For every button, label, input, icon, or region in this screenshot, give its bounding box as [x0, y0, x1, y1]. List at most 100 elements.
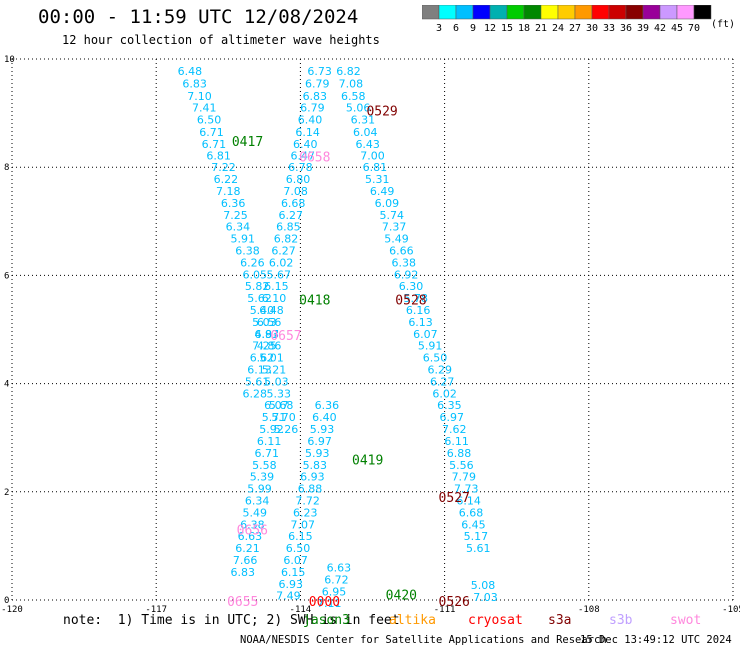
pass-time-label: 0657	[270, 329, 301, 344]
wave-height-value: 7.07	[291, 518, 316, 531]
wave-height-value: 5.03	[252, 316, 277, 329]
wave-height-value: 6.71	[199, 126, 224, 139]
wave-height-value: 5.71	[262, 411, 287, 424]
wave-height-value: 6.50	[423, 352, 448, 365]
x-tick-label: -105	[722, 605, 740, 615]
color-scale-label: 6	[453, 23, 459, 34]
pass-time-label: 0655	[227, 595, 258, 610]
wave-height-value: 6.50	[197, 114, 222, 127]
wave-height-value: 5.21	[262, 364, 287, 377]
wave-height-value: 6.81	[363, 161, 388, 174]
wave-height-value: 6.02	[269, 256, 294, 269]
wave-height-value: 6.07	[283, 554, 308, 567]
wave-height-value: 5.93	[310, 423, 335, 436]
color-scale-bar: 3 6 9 12 15 18 21 24 27 30 33 36 39 42 45 70	[422, 5, 712, 34]
wave-height-value: 5.68	[269, 399, 294, 412]
wave-height-value: 7.22	[211, 161, 236, 174]
wave-height-value: 6.27	[430, 375, 455, 388]
wave-height-value: 7.08	[283, 185, 308, 198]
wave-height-value: 6.82	[274, 233, 299, 246]
credit-text: NOAA/NESDIS Center for Satellite Applica…	[240, 634, 607, 646]
wave-height-value: 6.45	[461, 518, 486, 531]
wave-height-value: 6.38	[235, 245, 260, 258]
wave-height-value: 6.21	[235, 542, 260, 555]
wave-height-value: 5.78	[404, 292, 429, 305]
wave-height-value: 7.25	[252, 340, 277, 353]
wave-height-value: 4.97	[255, 328, 280, 341]
note-text: note: 1) Time is in UTC; 2) SWH is in fe…	[63, 613, 400, 628]
wave-height-value: 6.14	[456, 494, 481, 507]
color-scale-label: 3	[436, 23, 442, 34]
pass-time-label: 0527	[439, 491, 470, 506]
wave-height-value: 5.99	[247, 483, 272, 496]
wave-height-value: 6.11	[257, 435, 282, 448]
wave-height-value: 6.83	[230, 566, 255, 579]
wave-height-value: 5.62	[247, 292, 272, 305]
wave-height-value: 6.82	[336, 65, 361, 78]
pass-time-label: 0000	[309, 595, 340, 610]
x-tick-label: -117	[145, 605, 167, 615]
x-tick-label: -111	[434, 605, 456, 615]
wave-height-value: 6.27	[279, 209, 304, 222]
wave-height-value: 6.43	[355, 138, 380, 151]
wave-height-value: 5.49	[242, 506, 267, 519]
wave-height-value: 6.92	[394, 268, 419, 281]
wave-height-value: 5.39	[250, 471, 275, 484]
wave-height-value: 5.26	[274, 423, 299, 436]
wave-height-value: 6.56	[257, 316, 282, 329]
wave-height-value: 7.00	[360, 149, 385, 162]
wave-height-value: 5.91	[418, 340, 443, 353]
wave-height-value: 6.73	[307, 65, 332, 78]
wave-height-value: 6.88	[298, 483, 323, 496]
wave-height-value: 6.02	[432, 387, 457, 400]
wave-height-value: 5.83	[303, 459, 328, 472]
color-scale-label: 45	[671, 23, 683, 34]
wave-height-value: 6.13	[247, 364, 272, 377]
wave-height-value: 6.63	[327, 562, 352, 575]
wave-height-value: 6.81	[206, 149, 231, 162]
wave-height-value: 6.48	[178, 65, 203, 78]
y-tick-label: 2	[4, 488, 9, 498]
color-scale-label: 21	[535, 23, 547, 34]
color-scale-unit: (ft)	[711, 19, 736, 30]
wave-height-value: 6.34	[245, 494, 270, 507]
wave-height-value: 4.86	[257, 340, 282, 353]
wave-height-value: 5.93	[305, 447, 330, 460]
wave-height-value: 6.72	[324, 573, 349, 586]
wave-height-value: 6.26	[240, 256, 265, 269]
wave-height-value: 6.40	[298, 114, 323, 127]
wave-height-value: 6.10	[262, 292, 287, 305]
wave-height-value: 6.35	[437, 399, 462, 412]
wave-height-value: 6.16	[406, 304, 431, 317]
color-scale-label: 24	[552, 23, 564, 34]
wave-height-value: 6.13	[408, 316, 433, 329]
wave-height-value: 5.61	[466, 542, 491, 555]
wave-height-value: 5.01	[259, 352, 284, 365]
wave-height-value: 6.83	[303, 90, 328, 103]
wave-height-value: 6.47	[291, 149, 316, 162]
wave-height-value: 6.11	[444, 435, 469, 448]
wave-height-value: 6.80	[286, 173, 311, 186]
wave-height-value: 6.40	[293, 138, 318, 151]
color-scale-label: 9	[470, 23, 476, 34]
wave-height-value: 5.33	[267, 387, 292, 400]
wave-height-value: 7.11	[317, 597, 342, 610]
wave-height-value: 5.82	[245, 280, 270, 293]
wave-height-value: 5.08	[471, 579, 496, 592]
color-scale-label: 18	[518, 23, 530, 34]
wave-height-value: 6.15	[281, 566, 306, 579]
wave-height-value: 5.74	[379, 209, 404, 222]
wave-height-value: 6.79	[300, 102, 325, 115]
wave-height-value: 6.38	[391, 256, 416, 269]
wave-height-value: 7.72	[295, 494, 320, 507]
wave-height-value: 6.31	[351, 114, 376, 127]
wave-height-value: 5.91	[230, 233, 255, 246]
color-scale-label: 12	[484, 23, 496, 34]
wave-height-value: 6.93	[279, 578, 304, 591]
y-tick-label: 0	[4, 596, 9, 606]
wave-height-value: 5.70	[271, 411, 296, 424]
color-scale-label: 39	[637, 23, 649, 34]
x-tick-label: -114	[290, 605, 312, 615]
wave-height-value: 6.48	[259, 304, 284, 317]
wave-height-value: 7.62	[442, 423, 467, 436]
